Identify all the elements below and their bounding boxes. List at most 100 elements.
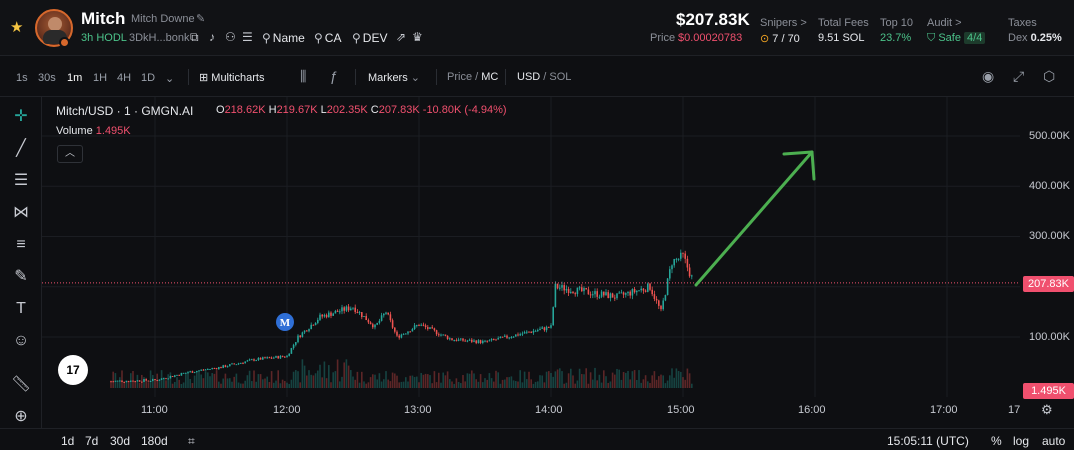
candle-body xyxy=(233,363,235,365)
range-1d[interactable]: 1d xyxy=(61,434,75,448)
candle-body xyxy=(471,339,473,342)
chart-area[interactable]: M xyxy=(42,97,1074,427)
multicharts-button[interactable]: ⊞ Multicharts xyxy=(199,72,265,84)
volume-bar xyxy=(259,374,262,388)
volume-bar xyxy=(356,371,359,388)
volume-bar xyxy=(292,371,295,388)
volume-bar xyxy=(204,371,207,388)
volume-bar xyxy=(143,377,145,388)
gear-icon[interactable]: ⚙ xyxy=(1041,402,1053,417)
camera-icon[interactable]: ◉ xyxy=(982,68,995,84)
x-tick-1600: 16:00 xyxy=(798,404,826,416)
x-tick-1200: 12:00 xyxy=(273,404,301,416)
price-mc-toggle[interactable]: Price / MC xyxy=(447,71,499,83)
timeframe-1m[interactable]: 1m xyxy=(67,72,83,84)
candle-body xyxy=(207,369,209,371)
people-icon[interactable]: ⚇ xyxy=(225,30,236,44)
contract-address[interactable]: 3DkH...bonk xyxy=(129,32,190,44)
volume-bar xyxy=(180,383,183,388)
candle-body xyxy=(504,335,506,337)
markers-button[interactable]: Markers ⌄ xyxy=(368,72,421,84)
chevron-down-icon[interactable]: ⌄ xyxy=(165,73,175,85)
volume-bar xyxy=(152,375,154,388)
candle-body xyxy=(356,311,359,313)
volume-bar xyxy=(475,379,477,388)
volume-bar xyxy=(383,379,385,388)
timeframe-1s[interactable]: 1s xyxy=(16,72,28,84)
candle-body xyxy=(270,357,273,359)
text-icon[interactable]: T xyxy=(16,300,26,317)
search-name-link[interactable]: ⚲ Name xyxy=(262,31,305,45)
horizontal-lines-icon[interactable]: ☰ xyxy=(13,172,29,189)
pattern-icon[interactable]: ⋈ xyxy=(13,204,29,221)
chevron-down-icon: ⌄ xyxy=(410,72,421,84)
usd-sol-toggle[interactable]: USD / SOL xyxy=(517,71,572,83)
candle-body xyxy=(178,374,180,376)
fullscreen-icon[interactable]: ⤢ xyxy=(1013,68,1025,84)
brush-icon[interactable]: ✎ xyxy=(14,268,28,285)
candle-body xyxy=(515,334,517,337)
candle-body xyxy=(526,331,528,333)
tradingview-logo[interactable]: 17 xyxy=(58,355,88,385)
candle-body xyxy=(585,288,587,290)
indicators-icon[interactable]: ƒ xyxy=(330,68,338,84)
utc-clock[interactable]: 15:05:11 (UTC) xyxy=(887,434,969,448)
trendline-icon[interactable]: ╱ xyxy=(16,140,26,157)
zoom-in-icon[interactable]: ⊕ xyxy=(14,408,28,425)
candle-body xyxy=(581,287,583,292)
range-30d[interactable]: 30d xyxy=(110,434,131,448)
copy-icon[interactable]: ⧉ xyxy=(190,30,199,44)
candle-body xyxy=(603,291,605,296)
percent-toggle[interactable]: % xyxy=(991,434,1002,448)
candle-body xyxy=(319,314,321,320)
volume-bar xyxy=(528,371,530,388)
candles-icon[interactable]: ⫼ xyxy=(300,68,307,84)
candle-body xyxy=(605,292,607,296)
crown-icon[interactable]: ♛ xyxy=(412,30,423,44)
candle-body xyxy=(224,365,227,368)
ruler-icon[interactable]: 📏︎ xyxy=(10,376,32,393)
audit-label[interactable]: Audit > xyxy=(927,17,962,29)
volume-bar xyxy=(222,378,224,388)
search-ca-link[interactable]: ⚲ CA xyxy=(314,31,342,45)
favorite-star-icon[interactable]: ★ xyxy=(10,19,24,36)
volume-bar xyxy=(319,364,321,388)
candle-body xyxy=(576,287,579,295)
timeframe-1d[interactable]: 1D xyxy=(141,72,156,84)
volume-bar xyxy=(297,371,299,388)
tiktok-icon[interactable]: ♪ xyxy=(209,30,215,44)
trend-arrow-shaft xyxy=(694,150,814,287)
candle-body xyxy=(222,365,224,369)
emoji-icon[interactable]: ☺ xyxy=(12,332,30,349)
volume-bar xyxy=(193,375,196,388)
search-dev-link[interactable]: ⚲ DEV xyxy=(352,31,388,45)
candle-body xyxy=(592,294,594,296)
range-180d[interactable]: 180d xyxy=(141,434,168,448)
settings-hex-icon[interactable]: ⬡ xyxy=(1043,68,1056,84)
auto-toggle[interactable]: auto xyxy=(1042,434,1066,448)
volume-bar xyxy=(242,383,244,388)
range-7d[interactable]: 7d xyxy=(85,434,99,448)
timeframe-4h[interactable]: 4H xyxy=(117,72,132,84)
candle-body xyxy=(187,372,189,374)
calendar-icon[interactable]: ⌗ xyxy=(188,434,195,448)
volume-bar xyxy=(548,371,550,388)
snipers-label[interactable]: Snipers > xyxy=(760,17,807,29)
candle-body xyxy=(264,357,266,359)
list-icon[interactable]: ☰ xyxy=(242,30,253,44)
volume-bar xyxy=(169,372,172,388)
candle-body xyxy=(266,357,268,359)
crosshair-icon[interactable]: ✛ xyxy=(14,108,28,125)
share-icon[interactable]: ⇗ xyxy=(396,30,407,44)
timeframe-1h[interactable]: 1H xyxy=(93,72,108,84)
volume-bar xyxy=(185,373,187,388)
volume-bar xyxy=(627,370,629,388)
candle-body xyxy=(539,328,541,331)
fib-icon[interactable]: ≡ xyxy=(16,236,26,253)
price-chart[interactable]: M xyxy=(42,97,1074,427)
volume-bar xyxy=(517,381,519,388)
volume-bar xyxy=(119,377,121,388)
collapse-legend-button[interactable]: ︿ xyxy=(57,145,83,163)
log-toggle[interactable]: log xyxy=(1013,434,1030,448)
timeframe-30s[interactable]: 30s xyxy=(38,72,56,84)
